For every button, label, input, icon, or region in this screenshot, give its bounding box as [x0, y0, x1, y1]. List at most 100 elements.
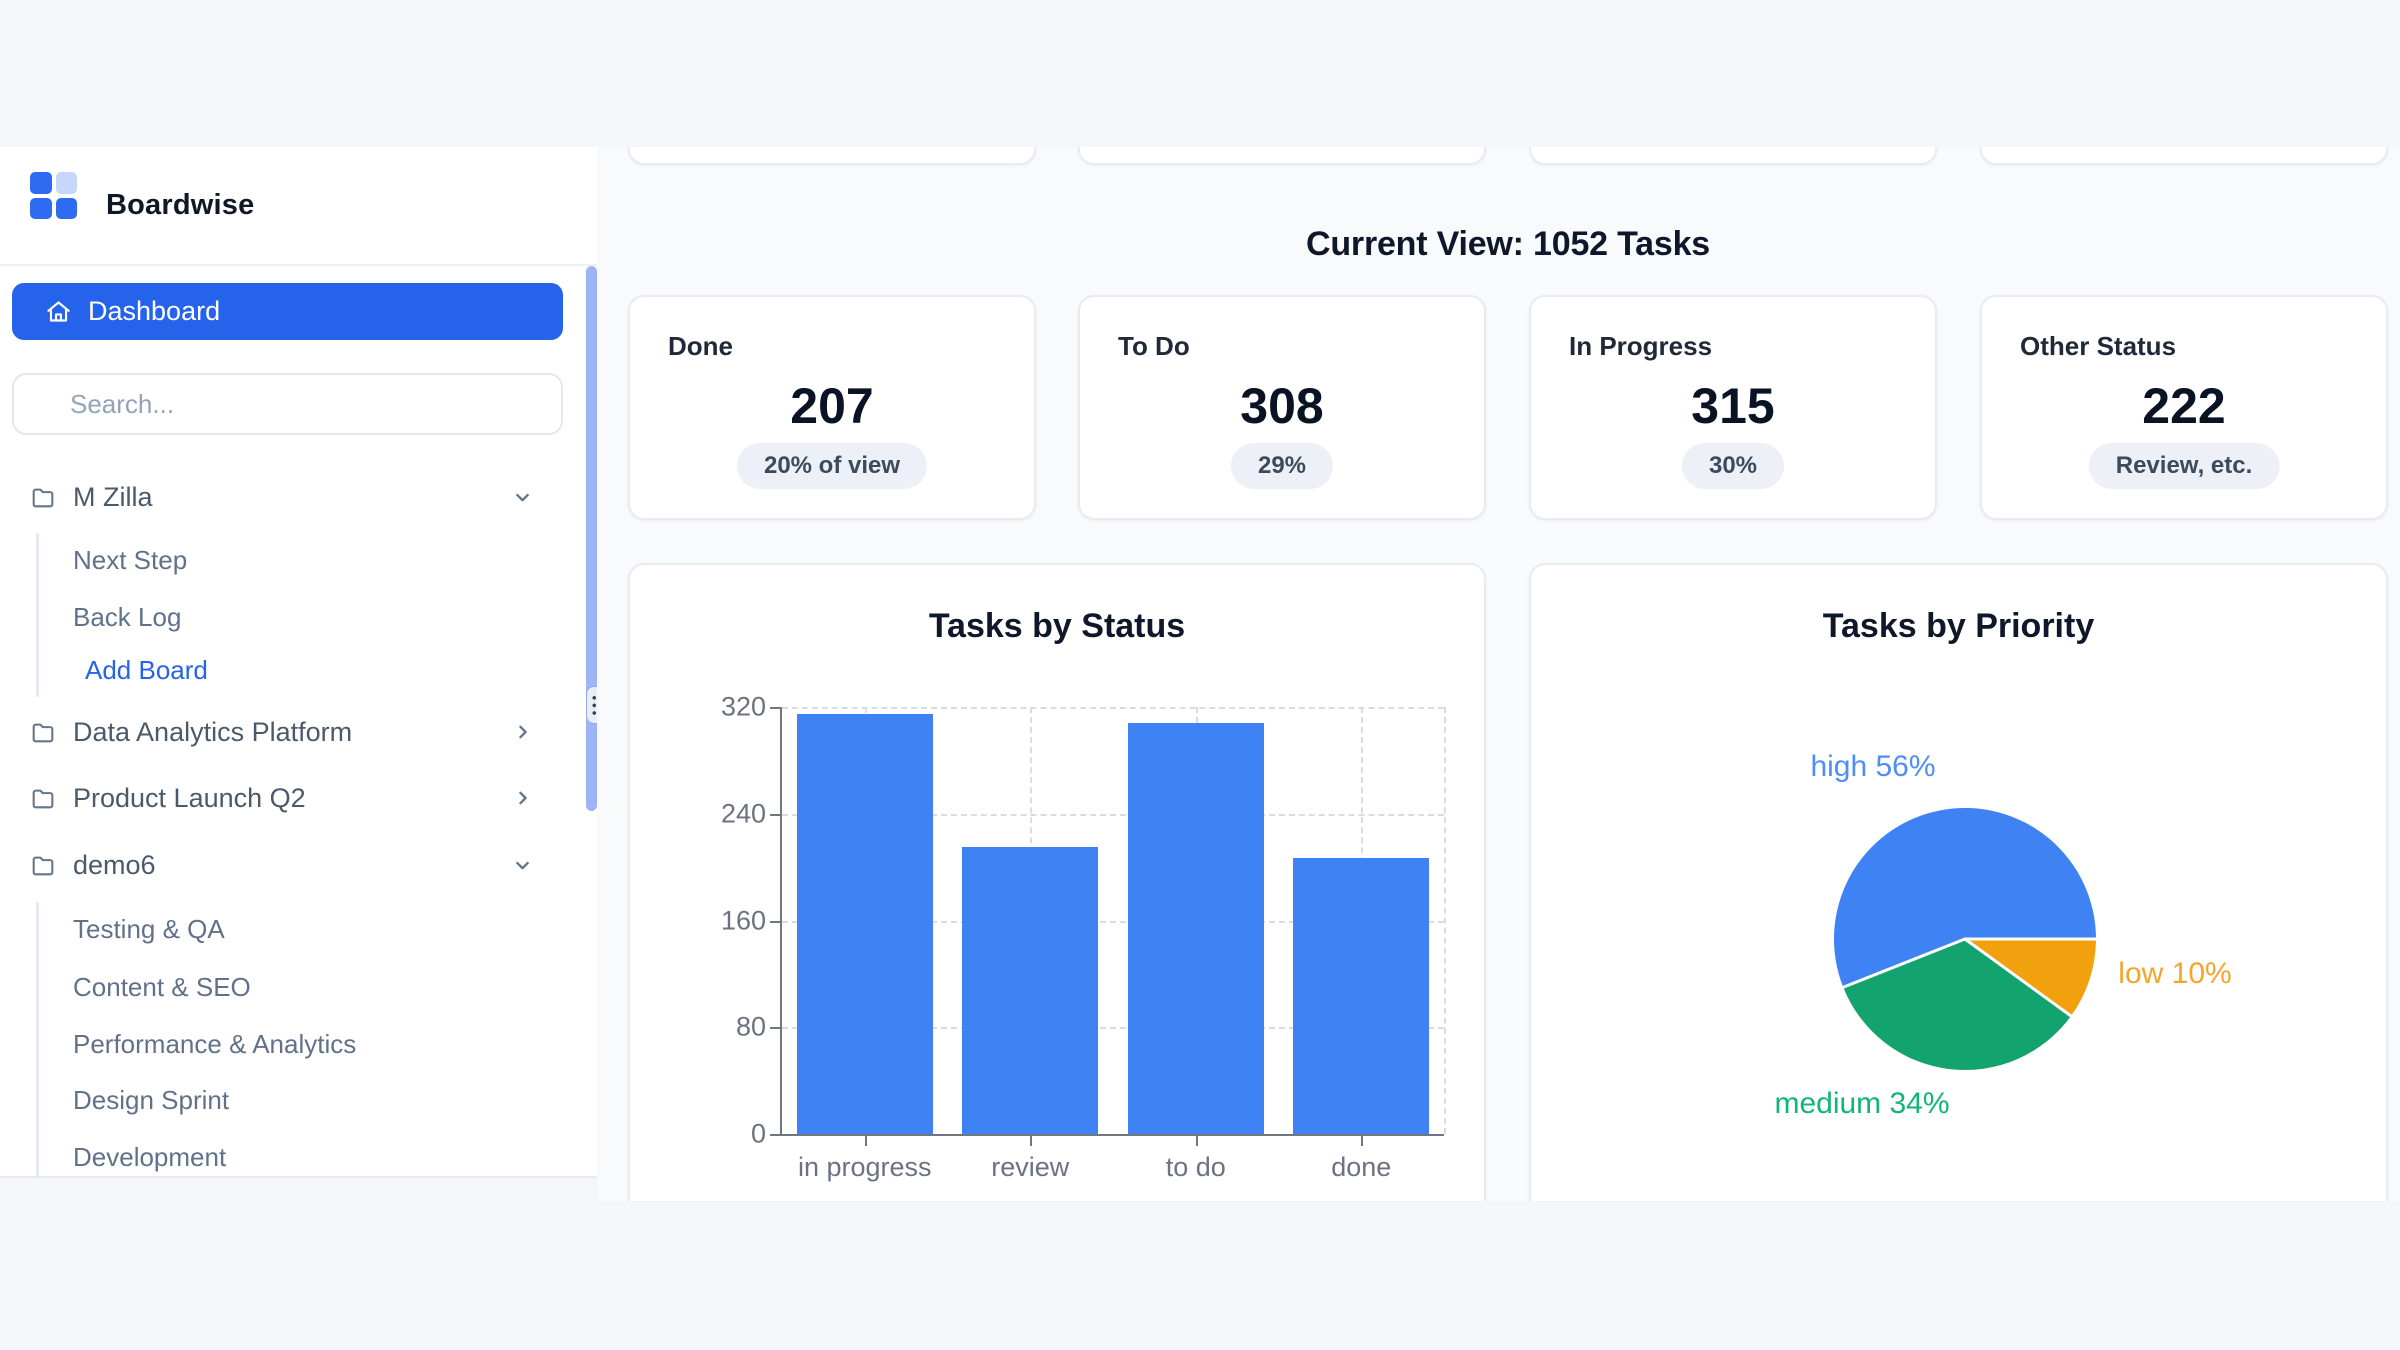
sidebar-item-testing-qa[interactable]: Testing & QA — [0, 902, 583, 956]
tasks-by-priority-card: Tasks by Priority high 56% medium 34% lo… — [1529, 563, 2388, 1201]
pie-slice-high[interactable] — [1834, 807, 2096, 988]
pie-label-medium: medium 34% — [1774, 1087, 1950, 1120]
sidebar-scrollbar-thumb[interactable] — [586, 266, 597, 811]
tree-child-label: Testing & QA — [73, 913, 225, 944]
chevron-down-icon[interactable] — [511, 854, 534, 877]
bar-gridline-h — [782, 813, 1444, 816]
stat-value: 207 — [790, 378, 874, 434]
status-badge: 29% — [1230, 443, 1334, 489]
pie-slice-separator — [1841, 937, 1967, 989]
y-axis-tick — [770, 707, 782, 709]
logo-square — [55, 197, 77, 219]
tree-child-label: Performance & Analytics — [73, 1028, 357, 1059]
home-icon — [47, 301, 70, 322]
sidebar-item-design-sprint[interactable]: Design Sprint — [0, 1073, 583, 1127]
bar-in-progress[interactable] — [796, 713, 933, 1134]
dashboard-button-label: Dashboard — [88, 296, 221, 326]
y-axis-tick — [770, 813, 782, 816]
stat-card-other-status: Other Status 222 Review, etc. — [1980, 295, 2388, 520]
y-axis-tick — [770, 1134, 782, 1136]
sidebar-item-back-log[interactable]: Back Log — [0, 590, 583, 644]
logo-square — [30, 197, 52, 219]
folder-icon — [32, 723, 54, 743]
brand-title: Boardwise — [106, 189, 255, 221]
folder-icon — [32, 856, 54, 876]
y-axis-tick — [770, 920, 782, 923]
tree-child-label: Design Sprint — [73, 1084, 230, 1115]
page-title: Current View: 1052 Tasks — [1305, 225, 1711, 263]
bar-gridline-h — [782, 920, 1444, 923]
search-input[interactable] — [12, 373, 563, 435]
tasks-by-status-card: Tasks by Status 0 80 160 240 320 in progress r… — [628, 563, 1486, 1201]
pie-chart — [1834, 807, 2098, 1070]
sidebar-item-m-zilla[interactable]: M Zilla — [0, 470, 583, 524]
pie-slice-separator — [1963, 937, 2073, 1018]
x-axis-tick-label: in progress — [797, 1152, 932, 1182]
bar-done[interactable] — [1293, 857, 1430, 1134]
stat-card-in-progress: In Progress 315 30% — [1529, 295, 1937, 520]
tree-indent-guide — [36, 902, 39, 1178]
stat-label: To Do — [1118, 331, 1190, 361]
bar-chart-title: Tasks by Status — [928, 607, 1186, 645]
stat-value: 222 — [2142, 378, 2226, 434]
x-axis-tick — [864, 1134, 867, 1146]
bar-chart-plot: 0 80 160 240 320 in progress review to do done — [721, 692, 1446, 1182]
x-axis-tick-label: done — [1331, 1152, 1392, 1182]
sidebar-item-product-launch-q2[interactable]: Product Launch Q2 — [0, 771, 583, 825]
y-axis-tick-label: 160 — [720, 905, 766, 935]
sidebar-item-demo6[interactable]: demo6 — [0, 838, 583, 892]
bar-gridline-h — [782, 1027, 1444, 1030]
logo-square — [55, 172, 77, 194]
pie-slice-low[interactable] — [1965, 939, 2096, 1016]
x-axis-tick — [1361, 1134, 1364, 1146]
tree-item-label: demo6 — [73, 849, 156, 880]
stat-card-to-do: To Do 308 29% — [1078, 295, 1486, 520]
bar-to-do[interactable] — [1127, 723, 1264, 1134]
stat-value: 308 — [1240, 378, 1324, 434]
tree-child-label: Content & SEO — [73, 971, 251, 1002]
x-axis-tick-label: to do — [1165, 1152, 1226, 1182]
x-axis-tick — [1030, 1134, 1033, 1146]
pie-label-low: low 10% — [2118, 957, 2232, 990]
sidebar-item-next-step[interactable]: Next Step — [0, 533, 583, 587]
status-badge: 30% — [1681, 443, 1785, 489]
chevron-right-icon[interactable] — [511, 787, 534, 810]
y-axis-tick-label: 0 — [750, 1118, 766, 1149]
dashboard-button[interactable]: Dashboard — [12, 283, 563, 340]
status-badge: 20% of view — [736, 443, 928, 489]
folder-icon — [32, 789, 54, 809]
stat-value: 315 — [1691, 378, 1775, 434]
tree-item-label: Data Analytics Platform — [73, 716, 353, 747]
tree-item-label: M Zilla — [73, 481, 153, 512]
stat-label: Done — [668, 331, 733, 361]
chevron-right-icon[interactable] — [511, 721, 534, 744]
stat-card-done: Done 207 20% of view — [628, 295, 1036, 520]
tree-child-label: Back Log — [73, 601, 182, 632]
folder-icon — [32, 488, 54, 508]
pie-chart-title: Tasks by Priority — [1822, 607, 2095, 645]
y-axis-tick-label: 240 — [720, 798, 766, 829]
sidebar-header: Boardwise — [0, 147, 597, 266]
x-axis-tick-label: review — [991, 1152, 1070, 1182]
boardwise-logo-icon — [30, 172, 77, 219]
sidebar-item-performance-analytics[interactable]: Performance & Analytics — [0, 1017, 583, 1071]
y-axis-tick-label: 320 — [720, 691, 766, 722]
status-badge: Review, etc. — [2088, 443, 2280, 489]
sidebar-item-content-seo[interactable]: Content & SEO — [0, 960, 583, 1014]
pie-slice-medium[interactable] — [1843, 939, 2071, 1070]
y-axis-tick — [770, 1027, 782, 1030]
tree-indent-guide — [36, 533, 39, 697]
pie-label-high: high 56% — [1810, 750, 1936, 783]
tree-child-label: Next Step — [73, 544, 188, 575]
add-board-button[interactable]: Add Board — [0, 643, 583, 697]
logo-square — [30, 172, 52, 194]
sidebar-item-data-analytics-platform[interactable]: Data Analytics Platform — [0, 705, 583, 759]
x-axis-tick — [1195, 1134, 1198, 1146]
bar-gridline-v — [1444, 707, 1446, 1134]
sidebar-item-development[interactable]: Development — [0, 1130, 583, 1184]
chevron-down-icon[interactable] — [511, 486, 534, 509]
main-content: Current View: 1052 Tasks Done 207 20% of… — [597, 147, 2400, 1201]
clipped-card — [1529, 147, 1937, 165]
bar-review[interactable] — [962, 847, 1099, 1134]
clipped-card — [1078, 147, 1486, 165]
